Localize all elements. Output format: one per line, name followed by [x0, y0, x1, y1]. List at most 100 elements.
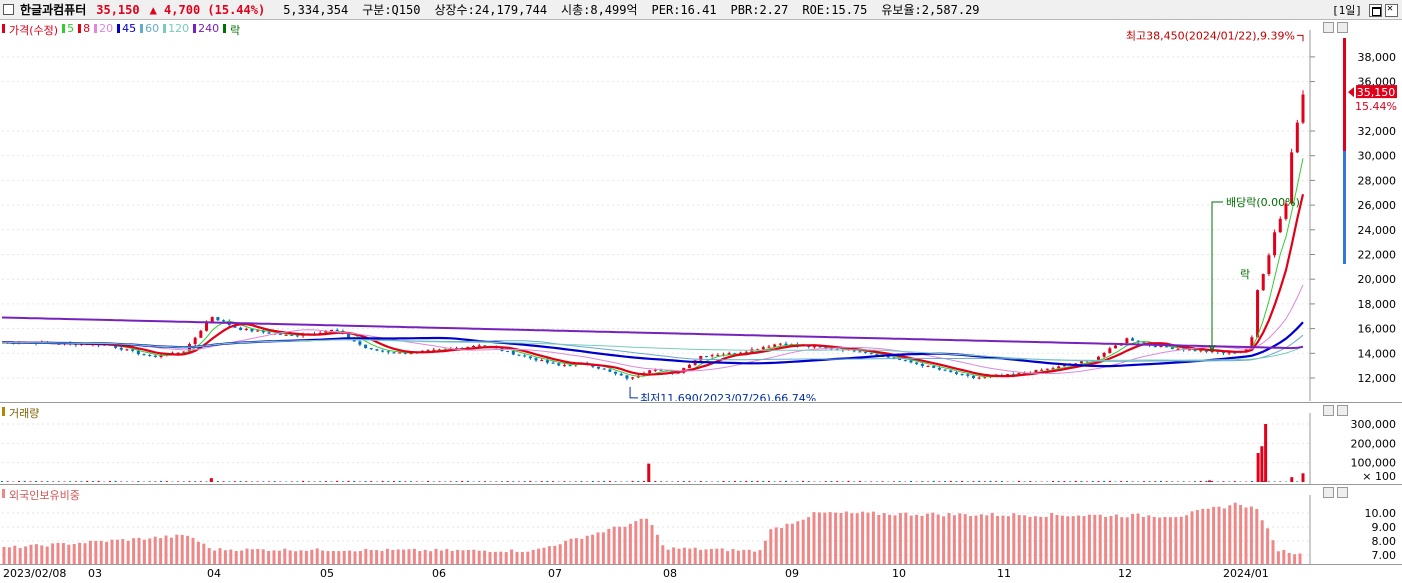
market-cap: 시총:8,499억 — [561, 1, 637, 18]
volume-bar — [1251, 481, 1253, 482]
foreign-bar — [67, 545, 70, 565]
volume-bar — [728, 481, 730, 482]
price-chart[interactable]: 38,00036,00032,00030,00028,00026,00024,0… — [0, 20, 1402, 401]
volume-bar — [779, 481, 781, 482]
volume-bar — [927, 481, 929, 482]
volume-bar — [507, 481, 509, 482]
candle-body — [1262, 274, 1265, 290]
current-price: 35,150 — [96, 3, 139, 17]
foreign-bar — [937, 515, 940, 565]
foreign-bar — [13, 546, 16, 565]
foreign-bar — [775, 527, 778, 565]
candle-body — [654, 370, 657, 371]
volume-bar — [342, 481, 344, 482]
foreign-bar — [850, 513, 853, 565]
volume-bar — [1001, 481, 1003, 482]
candle-body — [177, 353, 180, 354]
date-month: 11 — [997, 567, 1011, 580]
foreign-bar — [683, 548, 686, 565]
foreign-bar — [910, 516, 913, 565]
foreign-bar — [1158, 518, 1161, 565]
foreign-bar — [283, 549, 286, 565]
candle-body — [614, 372, 617, 374]
foreign-bar — [327, 551, 330, 565]
foreign-bar — [861, 512, 864, 565]
close-button[interactable] — [1385, 4, 1398, 17]
foreign-bar — [1207, 509, 1210, 565]
volume-bar — [1183, 481, 1185, 482]
foreign-bar — [699, 550, 702, 565]
foreign-bar — [499, 552, 502, 565]
foreign-bar — [1131, 514, 1134, 565]
volume-bar — [268, 481, 270, 482]
volume-bar — [666, 481, 668, 482]
foreign-bar — [975, 516, 978, 565]
volume-bar — [404, 481, 406, 482]
reserve-ratio: 유보율:2,587.29 — [881, 1, 979, 18]
foreign-bar — [818, 512, 821, 565]
foreign-bar — [915, 515, 918, 565]
price-tick-label: 22,000 — [1358, 249, 1397, 262]
volume-bar — [1194, 481, 1196, 482]
foreign-bar — [1234, 503, 1237, 565]
volume-bar — [393, 481, 395, 482]
volume-bar — [1046, 481, 1048, 482]
foreign-bar — [3, 547, 6, 565]
volume-bar — [1092, 481, 1094, 482]
volume-bar — [967, 481, 969, 482]
foreign-bar — [1115, 515, 1118, 565]
foreign-bar — [321, 551, 324, 565]
volume-bar — [35, 481, 37, 482]
volume-bar — [768, 481, 770, 482]
foreign-bar — [570, 539, 573, 565]
candle-body — [1188, 349, 1191, 350]
foreign-bar — [661, 545, 664, 565]
candle-body — [927, 366, 930, 367]
price-tick-label: 38,000 — [1358, 51, 1397, 64]
foreign-bar — [1185, 515, 1188, 565]
foreign-bar — [1056, 515, 1059, 565]
foreign-bar — [127, 541, 130, 565]
volume-spike-bar — [1264, 424, 1267, 482]
price-tick-label: 28,000 — [1358, 174, 1397, 187]
price-tick-label: 30,000 — [1358, 150, 1397, 163]
foreign-bar — [175, 535, 178, 565]
volume-bar — [1132, 481, 1134, 482]
period-selector[interactable]: [1일] — [1332, 2, 1362, 18]
volume-bar — [177, 481, 179, 482]
volume-bar — [961, 481, 963, 482]
volume-bar — [734, 481, 736, 482]
volume-bar — [921, 481, 923, 482]
maximize-button[interactable] — [1369, 4, 1382, 17]
foreign-bar — [1174, 517, 1177, 565]
roe-value: ROE:15.75 — [802, 3, 867, 17]
foreign-bar — [948, 513, 951, 565]
volume-bar — [671, 481, 673, 482]
foreign-bar — [1012, 513, 1015, 565]
volume-bar — [1222, 481, 1224, 482]
volume-bar — [149, 481, 151, 482]
volume-bar — [1069, 481, 1071, 482]
candle-body — [762, 347, 765, 349]
volume-bar — [490, 481, 492, 482]
foreign-bar — [1164, 517, 1167, 565]
volume-bar — [950, 481, 952, 482]
candle-body — [921, 364, 924, 366]
volume-bar — [859, 481, 861, 482]
foreign-bar — [834, 513, 837, 565]
foreign-bar — [116, 540, 119, 565]
foreign-chart[interactable]: 10.009.008.007.00 — [0, 485, 1402, 565]
volume-bar — [348, 481, 350, 482]
foreign-bar — [829, 512, 832, 565]
foreign-bar — [451, 551, 454, 565]
candle-body — [1103, 353, 1106, 357]
volume-bar — [1234, 481, 1236, 482]
foreign-bar — [791, 524, 794, 565]
select-checkbox[interactable] — [3, 4, 14, 15]
foreign-bar — [1147, 515, 1150, 565]
foreign-bar — [472, 550, 475, 565]
foreign-bar — [424, 550, 427, 565]
candle-body — [194, 338, 197, 344]
foreign-bar — [305, 551, 308, 565]
